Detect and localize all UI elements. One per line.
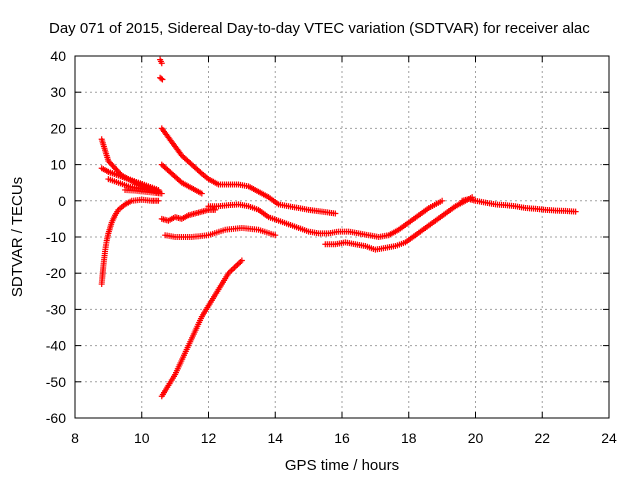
y-tick-label: -30 <box>46 301 66 317</box>
series-track-12 <box>205 197 446 240</box>
y-tick-label: -10 <box>46 229 66 245</box>
y-tick-label: 30 <box>50 84 66 100</box>
data-points <box>98 56 579 400</box>
data-point <box>238 257 245 264</box>
x-tick-label: 12 <box>201 430 217 446</box>
axis-ticks: 8 10 12 14 16 18 20 22 24 -60 -50 -40 -30 -20 -10 0 10 20… <box>46 48 617 446</box>
x-tick-label: 8 <box>71 430 79 446</box>
x-tick-label: 14 <box>267 430 283 446</box>
series-track-14 <box>158 257 245 400</box>
data-point <box>332 210 339 217</box>
x-tick-label: 16 <box>334 430 350 446</box>
data-point <box>158 60 165 67</box>
x-tick-label: 18 <box>401 430 417 446</box>
data-point <box>232 263 239 270</box>
series-track-7 <box>157 56 165 67</box>
data-point <box>229 265 236 272</box>
data-point <box>234 261 241 268</box>
data-point <box>158 190 165 197</box>
data-point <box>158 75 165 82</box>
y-tick-label: 0 <box>58 193 66 209</box>
data-point <box>237 258 244 265</box>
series-track-8 <box>157 74 166 83</box>
series-track-15 <box>322 194 476 253</box>
data-point <box>439 197 446 204</box>
data-point <box>159 76 166 83</box>
data-point <box>198 190 205 197</box>
data-point <box>572 208 579 215</box>
x-tick-label: 24 <box>601 430 617 446</box>
y-tick-label: -20 <box>46 265 66 281</box>
grid <box>75 56 609 418</box>
chart-title: Day 071 of 2015, Sidereal Day-to-day VTE… <box>49 20 590 37</box>
data-point <box>272 232 279 239</box>
series-track-9 <box>158 125 339 217</box>
series-track-1 <box>98 196 162 288</box>
data-point <box>235 260 242 267</box>
x-tick-label: 20 <box>468 430 484 446</box>
y-tick-label: -50 <box>46 374 66 390</box>
data-point <box>212 206 219 213</box>
series-track-11 <box>158 206 219 224</box>
y-tick-label: 40 <box>50 48 66 64</box>
series-track-6 <box>122 186 165 197</box>
series-track-10 <box>158 161 205 197</box>
x-tick-label: 10 <box>134 430 150 446</box>
x-tick-label: 22 <box>534 430 550 446</box>
data-point <box>155 197 162 204</box>
y-tick-label: 10 <box>50 157 66 173</box>
data-point <box>228 267 235 274</box>
y-tick-label: 20 <box>50 120 66 136</box>
y-tick-label: -60 <box>46 410 66 426</box>
series-track-13 <box>162 224 279 240</box>
x-axis-label: GPS time / hours <box>285 457 399 474</box>
y-tick-label: -40 <box>46 338 66 354</box>
series-track-16 <box>459 195 579 215</box>
data-point <box>231 264 238 271</box>
y-axis-label: SDTVAR / TECUs <box>9 177 26 297</box>
